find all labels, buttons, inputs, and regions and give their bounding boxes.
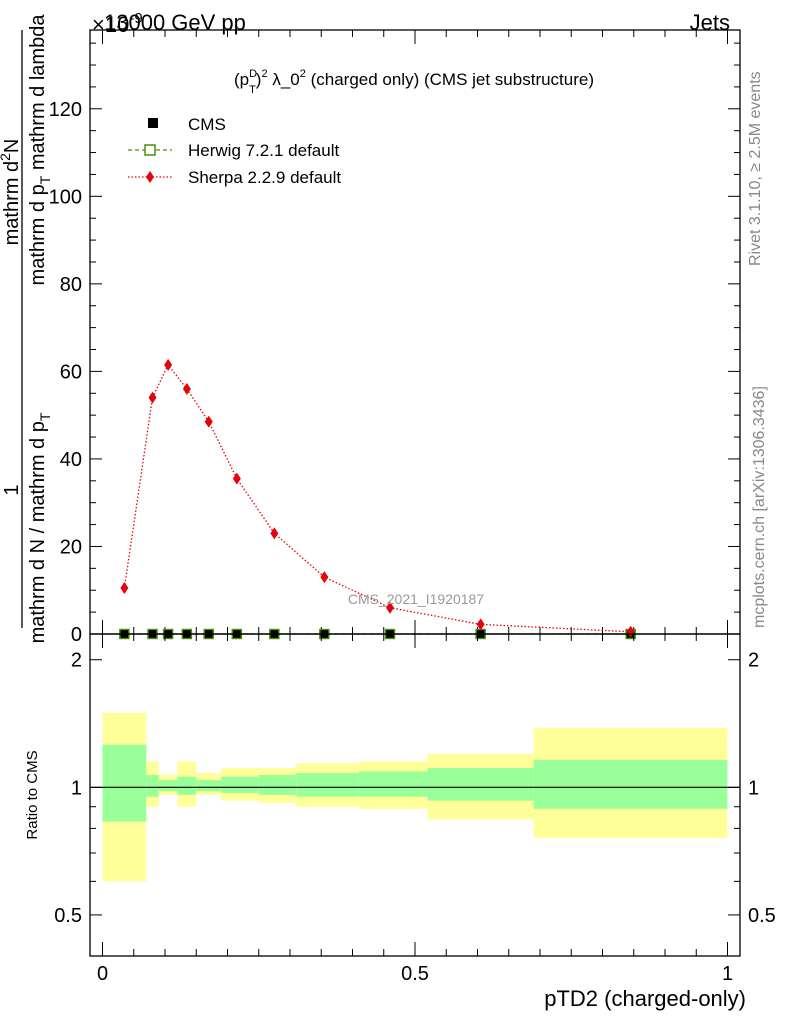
ratio-band-inner (258, 774, 297, 795)
ratio-ytick-label-right: 0.5 (748, 905, 776, 927)
main-ytick-label: 120 (49, 99, 82, 121)
ratio-band-inner (427, 768, 534, 801)
main-y-ticks: 0 20 40 60 80 100 120 (49, 42, 740, 646)
ratio-bands (102, 712, 728, 882)
point-sherpa (204, 415, 213, 428)
point-sherpa (232, 472, 241, 485)
mcplots-label: mcplots.cern.ch [arXiv:1306.3436] (751, 386, 768, 628)
ratio-frame (89, 633, 741, 957)
process-label: Jets (690, 10, 730, 35)
legend-marker-cms (148, 118, 158, 128)
rivet-label: Rivet 3.1.10, ≥ 2.5M events (747, 71, 764, 266)
point-sherpa (476, 618, 485, 631)
point-sherpa (626, 625, 635, 638)
ratio-x-ticks: 0 0.5 1 (97, 634, 733, 985)
main-title: (pD T)2 λ_02 (charged only) (CMS jet subs… (234, 68, 594, 96)
watermark-label: CMS_2021_I1920187 (348, 591, 484, 607)
ratio-band-inner (358, 771, 428, 797)
ratio-band-inner (177, 776, 197, 795)
main-ytick-label: 20 (60, 536, 82, 558)
main-ytick-label: 40 (60, 449, 82, 471)
ylabel-denominator: mathrm d pT mathrm d lambda (27, 14, 53, 286)
legend-marker-sherpa (146, 171, 154, 183)
ratio-panel: 0.5 0.51 12 2 0 0.5 1 Ratio to CMS pTD2 (char… (24, 633, 776, 1011)
exponent-label: ×10-9 (92, 10, 143, 37)
ratio-band-inner (196, 780, 222, 792)
main-ytick-label: 100 (49, 186, 82, 208)
point-sherpa (270, 527, 279, 540)
legend-label-cms: CMS (188, 115, 226, 134)
point-sherpa (320, 571, 329, 584)
legend-label-herwig: Herwig 7.2.1 default (188, 141, 339, 160)
ratio-band-inner (533, 760, 728, 809)
point-sherpa (120, 582, 129, 595)
ratio-band-inner (146, 774, 159, 797)
point-sherpa (164, 358, 173, 371)
point-sherpa (386, 601, 394, 614)
ratio-ytick-label-left: 2 (71, 650, 82, 672)
x-axis-label: pTD2 (charged-only) (544, 986, 746, 1011)
ylabel-numerator: mathrm d2N (0, 139, 23, 246)
ratio-y-axis-label: Ratio to CMS (24, 750, 41, 839)
ratio-band-inner (102, 744, 147, 822)
point-sherpa (148, 391, 157, 404)
ratio-y-ticks: 0.5 0.5 1 1 2 2 (54, 650, 776, 957)
ratio-band-inner (296, 773, 359, 797)
ylabel-prefix-denominator: mathrm d N / mathrm d pT (27, 412, 53, 643)
main-ytick-label: 60 (60, 361, 82, 383)
legend-label-sherpa: Sherpa 2.2.9 default (188, 168, 341, 187)
ratio-band-inner (158, 780, 178, 792)
main-ytick-label: 80 (60, 274, 82, 296)
ratio-ytick-label-right: 2 (748, 650, 759, 672)
point-sherpa (182, 382, 191, 395)
main-y-axis-label: 1 mathrm d N / mathrm d pT mathrm d2N ma… (0, 14, 53, 644)
legend-marker-herwig (144, 144, 156, 156)
ratio-ytick-label-left: 1 (71, 777, 82, 799)
ratio-xtick-label: 1 (722, 963, 733, 985)
ratio-xtick-label: 0 (97, 963, 108, 985)
legend: CMS Herwig 7.2.1 default Sherpa 2.2.9 de… (128, 115, 341, 187)
energy-label: 13000 GeV pp (104, 10, 246, 35)
main-x-ticks (102, 30, 728, 634)
ratio-xtick-label: 0.5 (401, 963, 429, 985)
ylabel-prefix-numerator: 1 (1, 484, 23, 495)
ratio-ytick-label-left: 0.5 (54, 905, 82, 927)
main-ytick-label: 0 (71, 624, 82, 646)
ratio-band-inner (221, 776, 259, 793)
ratio-ytick-label-right: 1 (748, 777, 759, 799)
